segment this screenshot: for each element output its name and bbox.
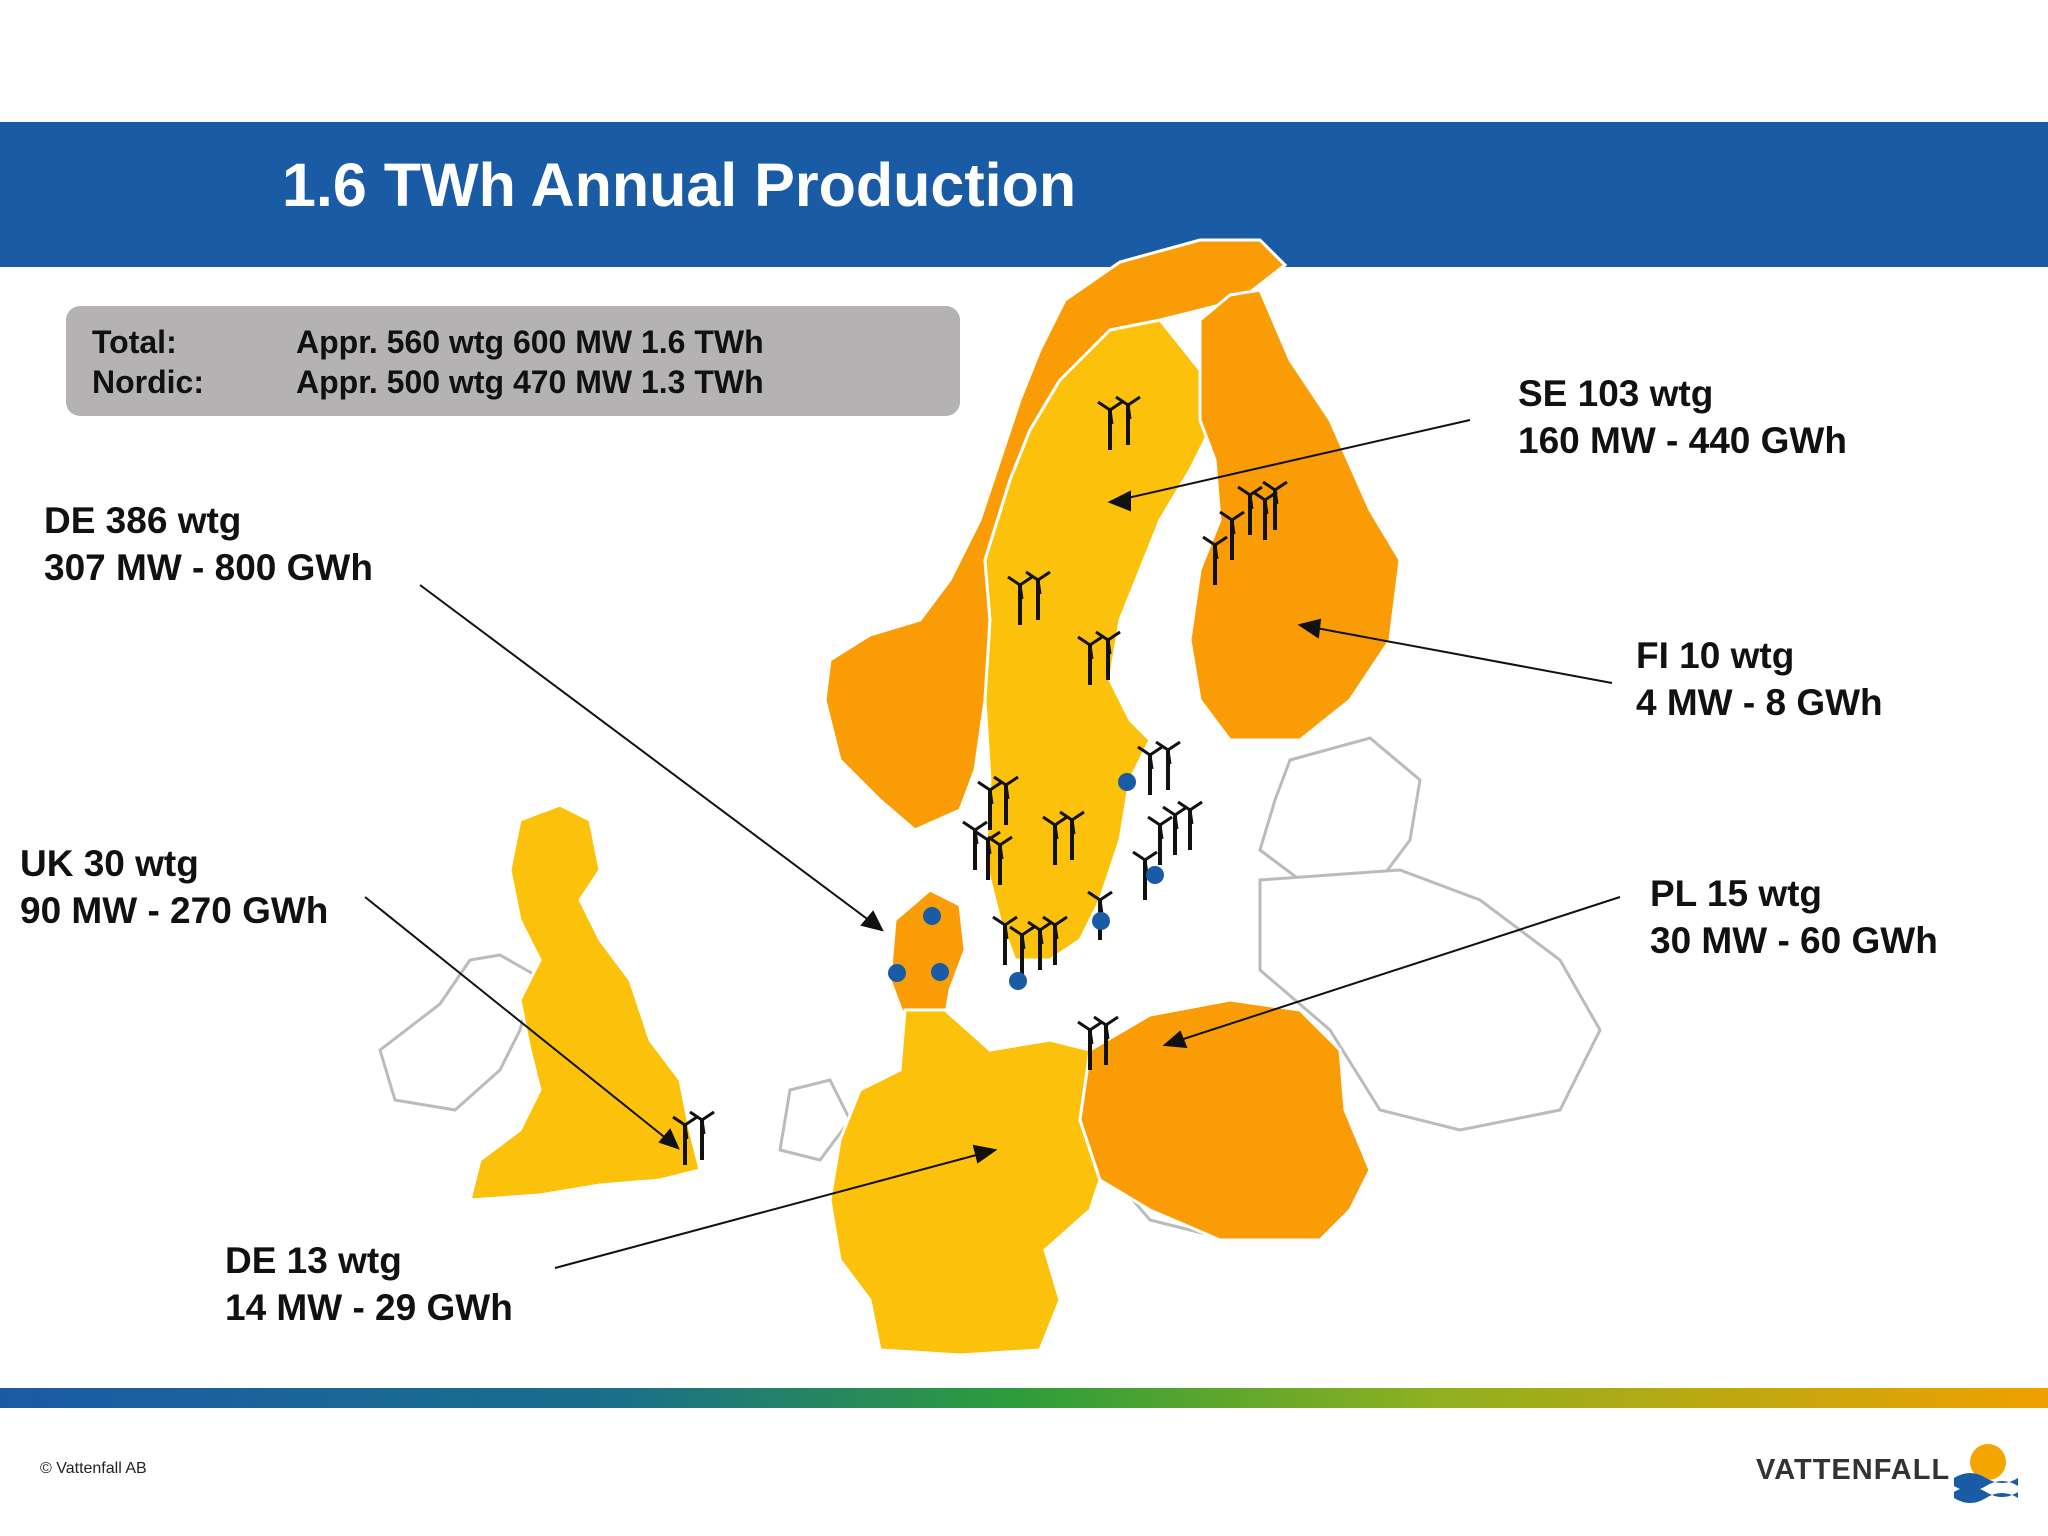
site-dot [931,963,949,981]
norway [823,238,1288,832]
callout-line: 14 MW - 29 GWh [225,1287,513,1328]
callout-line: 30 MW - 60 GWh [1650,920,1938,961]
callout-arrows [364,419,1621,1269]
bottom-gradient-bar [0,1388,2048,1408]
page-title: 1.6 TWh Annual Production [282,151,1077,219]
site-dot [923,907,941,925]
summary-label: Total: [92,324,177,360]
callout-line: DE 386 wtg [44,500,242,541]
callout-uk: UK 30 wtg 90 MW - 270 GWh [20,840,328,934]
callout-fi: FI 10 wtg 4 MW - 8 GWh [1636,632,1883,726]
poland [1078,998,1372,1242]
callout-se: SE 103 wtg 160 MW - 440 GWh [1518,370,1847,464]
callout-pl: PL 15 wtg 30 MW - 60 GWh [1650,870,1938,964]
summary-value: Appr. 560 wtg 600 MW 1.6 TWh [296,324,764,360]
site-dots [888,773,1164,990]
site-dot [1118,773,1136,791]
finland [1188,288,1402,742]
united-kingdom [468,803,702,1202]
site-dot [1146,866,1164,884]
summary-box: Total: Appr. 560 wtg 600 MW 1.6 TWh Nordi… [66,306,960,416]
callout-line: 90 MW - 270 GWh [20,890,329,931]
callout-line: 4 MW - 8 GWh [1636,682,1883,723]
callout-line: 307 MW - 800 GWh [44,547,373,588]
copyright: © Vattenfall AB [40,1460,147,1477]
callout-line: SE 103 wtg [1518,373,1714,414]
belarus-russia-outline [1258,868,1602,1132]
callout-de-onshore: DE 13 wtg 14 MW - 29 GWh [225,1237,513,1331]
summary-label: Nordic: [92,364,204,400]
vattenfall-logo-icon [1954,1444,2018,1503]
summary-value: Appr. 500 wtg 470 MW 1.3 TWh [296,364,764,400]
callout-line: DE 13 wtg [225,1240,402,1281]
site-dot [888,964,906,982]
netherlands-outline [778,1078,852,1162]
header-band [0,122,2048,267]
site-dot [1092,912,1110,930]
callout-line: 160 MW - 440 GWh [1518,420,1847,461]
callout-line: FI 10 wtg [1636,635,1795,676]
ireland-outline [378,953,537,1112]
callout-de-offshore: DE 386 wtg 307 MW - 800 GWh [44,497,373,591]
denmark [888,888,967,1022]
site-dot [1009,972,1027,990]
callout-line: UK 30 wtg [20,843,199,884]
vattenfall-logo-text: VATTENFALL [1756,1454,1951,1486]
summary-row-nordic: Nordic: Appr. 500 wtg 470 MW 1.3 TWh [92,364,764,401]
callout-line: PL 15 wtg [1650,873,1823,914]
germany [828,1008,1102,1357]
estonia-latvia-lithuania-outline [1258,736,1422,882]
summary-row-total: Total: Appr. 560 wtg 600 MW 1.6 TWh [92,324,764,361]
